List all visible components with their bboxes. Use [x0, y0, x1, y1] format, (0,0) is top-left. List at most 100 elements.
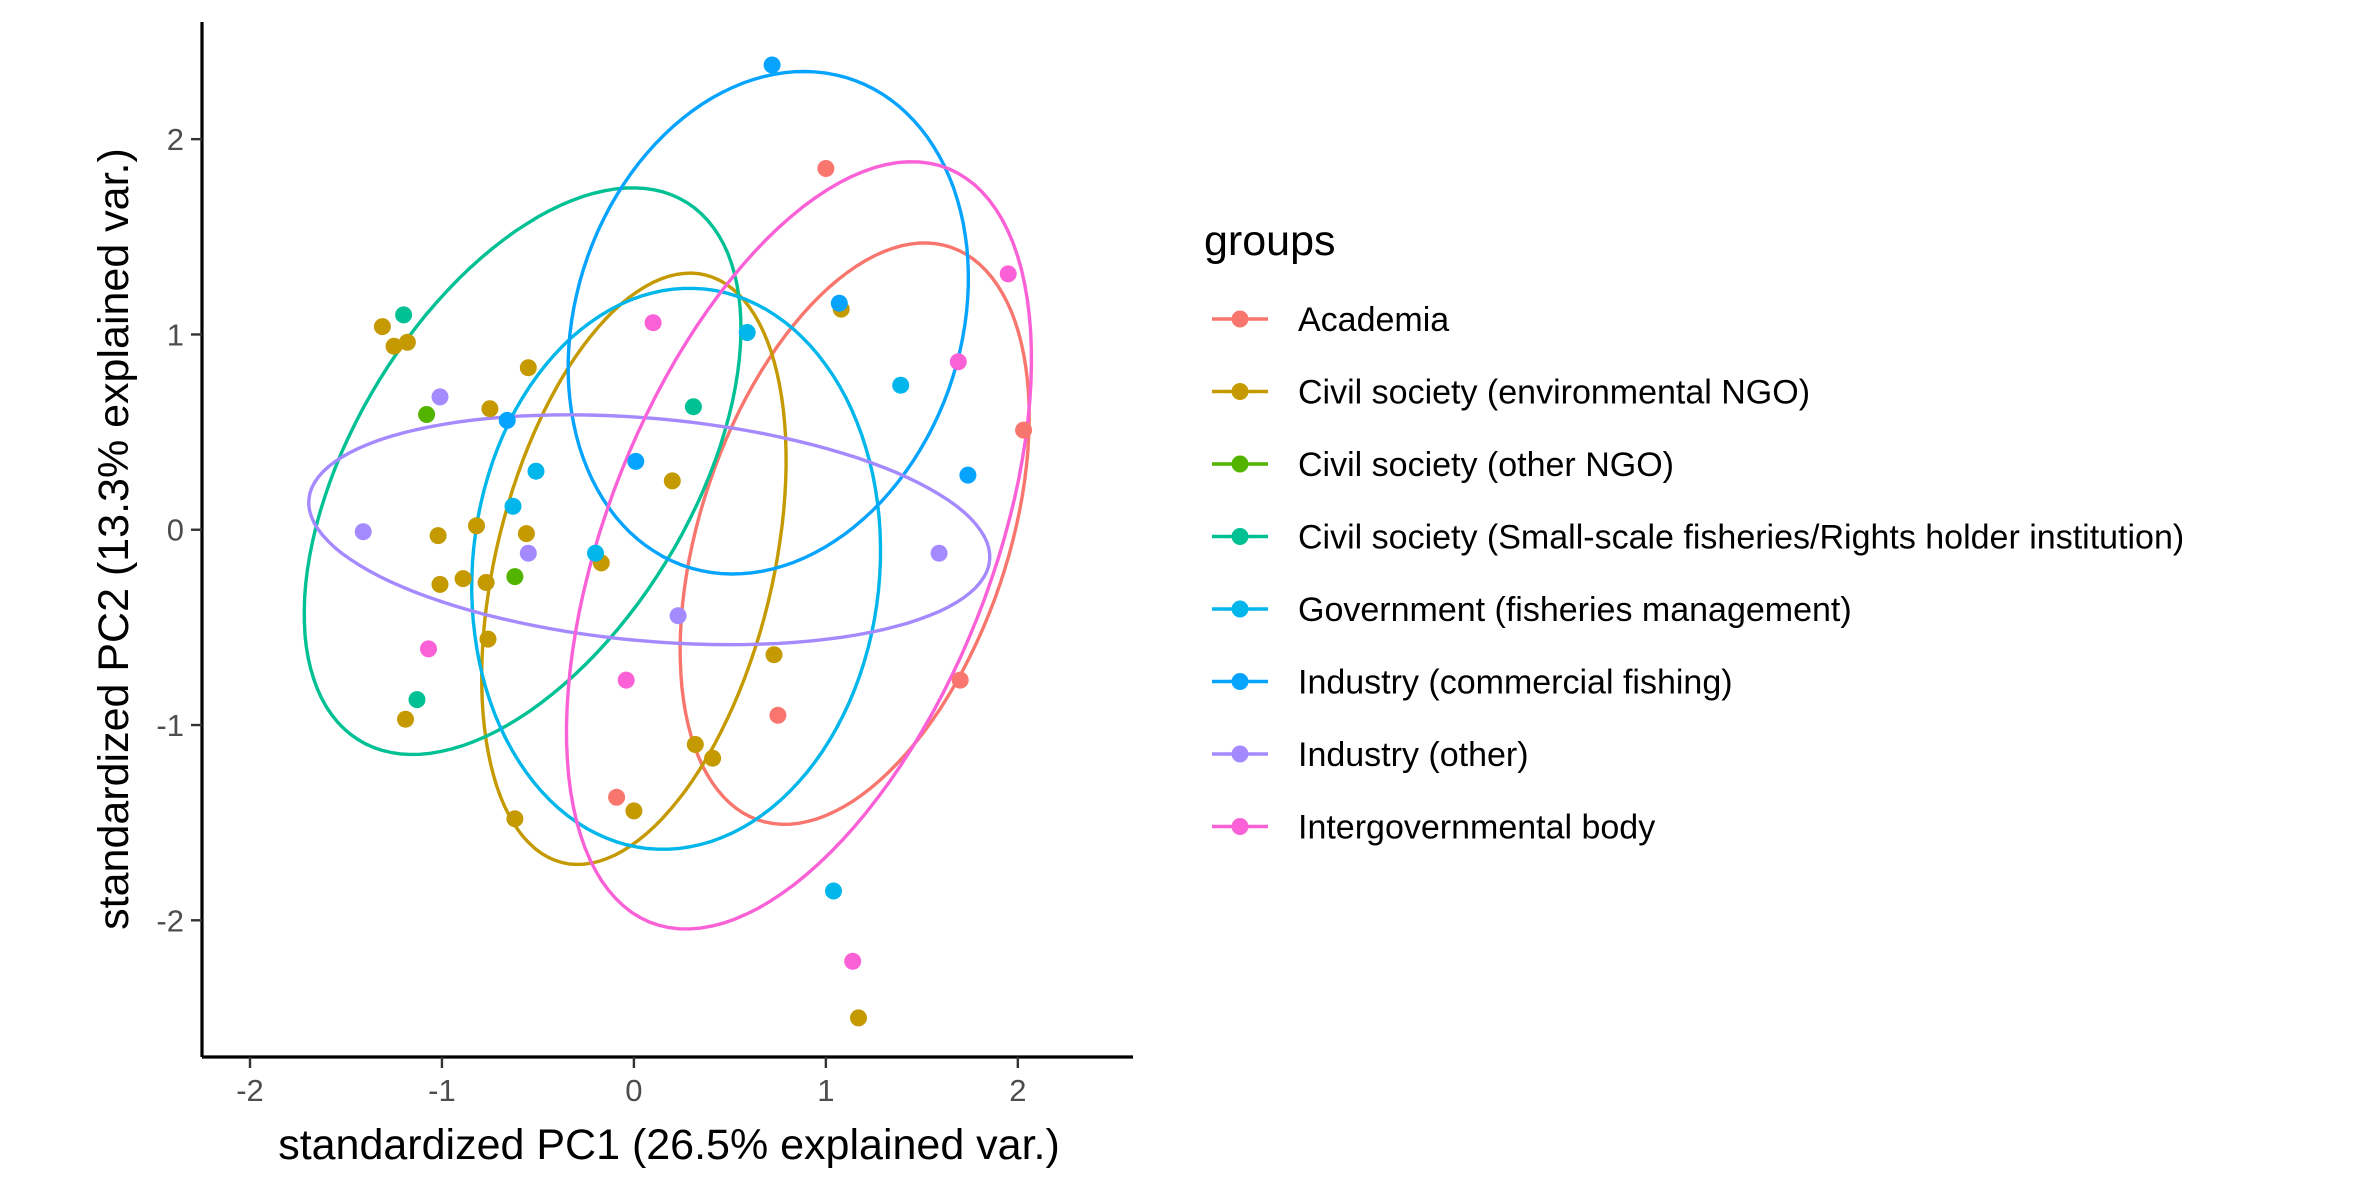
legend-label-4: Government (fisheries management)	[1298, 591, 1852, 629]
data-point-s1-18	[704, 749, 722, 767]
data-point-s3-2	[408, 691, 426, 709]
data-point-s0-0	[817, 160, 835, 177]
data-point-s7-1	[999, 265, 1017, 283]
legend-key-point-6	[1231, 745, 1249, 763]
ellipse-series-3	[302, 186, 743, 757]
data-point-s1-1	[385, 337, 403, 355]
data-point-s1-17	[686, 736, 704, 753]
data-point-s7-0	[644, 314, 662, 332]
y-axis-title: standardized PC2 (13.3% explained var.)	[90, 148, 138, 930]
data-point-s4-5	[825, 882, 842, 900]
legend-item-2: Civil society (other NGO)	[1212, 446, 1674, 484]
x-axis-ticks: -2 -1 0 1 2	[236, 1057, 1026, 1108]
x-tick-label-1: -1	[428, 1073, 456, 1108]
data-point-s4-4	[587, 544, 604, 562]
data-point-s4-2	[527, 462, 545, 480]
ellipse-series-1	[479, 271, 788, 867]
data-point-s0-2	[951, 671, 969, 689]
data-point-s1-10	[454, 570, 472, 588]
ellipse-series-0	[678, 241, 1031, 827]
y-tick-label-0: -2	[156, 903, 184, 938]
legend-item-3: Civil society (Small-scale fisheries/Rig…	[1212, 519, 2184, 557]
point-layer	[354, 56, 1033, 1027]
data-point-s5-0	[763, 56, 781, 74]
data-point-s5-4	[959, 466, 977, 484]
data-point-s1-3	[519, 359, 537, 377]
legend-label-7: Intergovernmental body	[1298, 809, 1655, 847]
legend-label-6: Industry (other)	[1298, 736, 1529, 774]
data-point-s7-2	[949, 353, 967, 371]
legend: groups Academia Civil society (environmen…	[1204, 217, 2184, 847]
legend-key-point-7	[1231, 818, 1249, 835]
x-tick-label-3: 1	[817, 1073, 834, 1108]
data-point-s4-3	[504, 497, 522, 515]
legend-item-0: Academia	[1212, 301, 1449, 339]
data-point-s7-5	[844, 952, 862, 970]
data-point-s1-14	[479, 630, 497, 648]
data-point-s1-0	[373, 318, 391, 336]
legend-key-point-3	[1231, 528, 1249, 545]
data-point-s2-0	[418, 406, 436, 423]
data-point-s1-12	[431, 575, 449, 593]
y-tick-label-2: 0	[167, 513, 184, 548]
data-point-s1-2	[398, 333, 416, 351]
ellipse-layer	[302, 69, 1034, 931]
y-tick-label-3: 1	[167, 317, 184, 352]
data-point-s0-3	[769, 706, 787, 724]
data-point-s1-5	[663, 472, 681, 490]
legend-items: Academia Civil society (environmental NGO…	[1212, 301, 2184, 847]
y-tick-label-4: 2	[167, 122, 184, 157]
data-point-s1-20	[625, 802, 643, 820]
x-tick-label-0: -2	[236, 1073, 264, 1108]
data-point-s1-19	[506, 810, 524, 828]
ellipse-series-6	[307, 413, 992, 647]
data-point-s3-0	[395, 306, 413, 324]
data-point-s5-1	[830, 294, 848, 312]
y-axis-ticks: -2 -1 0 1 2	[156, 122, 202, 938]
legend-label-2: Civil society (other NGO)	[1298, 446, 1674, 484]
legend-key-point-5	[1231, 673, 1249, 690]
ellipse-series-4	[469, 286, 883, 851]
data-point-s1-8	[468, 517, 485, 535]
legend-title: groups	[1204, 217, 1335, 265]
data-point-s6-0	[431, 388, 449, 406]
data-point-s1-15	[765, 646, 783, 664]
legend-item-1: Civil society (environmental NGO)	[1212, 374, 1810, 412]
ellipse-series-7	[564, 160, 1034, 931]
legend-key-point-1	[1231, 383, 1249, 400]
legend-label-3: Civil society (Small-scale fisheries/Rig…	[1298, 519, 2184, 557]
data-point-s6-2	[519, 544, 537, 562]
data-point-s0-1	[1015, 421, 1033, 439]
legend-label-5: Industry (commercial fishing)	[1298, 664, 1733, 702]
x-tick-label-4: 2	[1009, 1073, 1026, 1108]
data-point-s1-7	[429, 527, 447, 545]
legend-item-4: Government (fisheries management)	[1212, 591, 1852, 629]
data-point-s4-0	[738, 324, 756, 341]
legend-item-7: Intergovernmental body	[1212, 809, 1655, 847]
data-point-s6-4	[669, 607, 687, 625]
legend-key-point-2	[1231, 455, 1249, 473]
data-point-s5-2	[498, 411, 516, 429]
data-point-s6-1	[354, 523, 372, 541]
data-point-s4-1	[892, 376, 910, 394]
x-tick-label-2: 0	[625, 1073, 642, 1108]
legend-label-1: Civil society (environmental NGO)	[1298, 374, 1810, 412]
data-point-s1-9	[517, 525, 535, 543]
legend-item-5: Industry (commercial fishing)	[1212, 664, 1733, 702]
data-point-s1-4	[481, 400, 499, 418]
data-point-s1-11	[477, 574, 495, 591]
data-point-s3-1	[684, 398, 702, 416]
data-point-s5-3	[627, 452, 645, 470]
data-point-s7-3	[420, 640, 437, 658]
legend-key-point-4	[1231, 600, 1249, 618]
data-point-s2-1	[506, 568, 524, 586]
x-axis-title: standardized PC1 (26.5% explained var.)	[278, 1121, 1060, 1169]
legend-key-point-0	[1231, 310, 1249, 328]
y-tick-label-1: -1	[156, 708, 184, 743]
legend-item-6: Industry (other)	[1212, 736, 1529, 774]
data-point-s0-4	[608, 788, 626, 806]
data-point-s1-16	[397, 710, 414, 728]
data-point-s6-3	[930, 544, 948, 562]
data-point-s7-4	[617, 671, 635, 689]
